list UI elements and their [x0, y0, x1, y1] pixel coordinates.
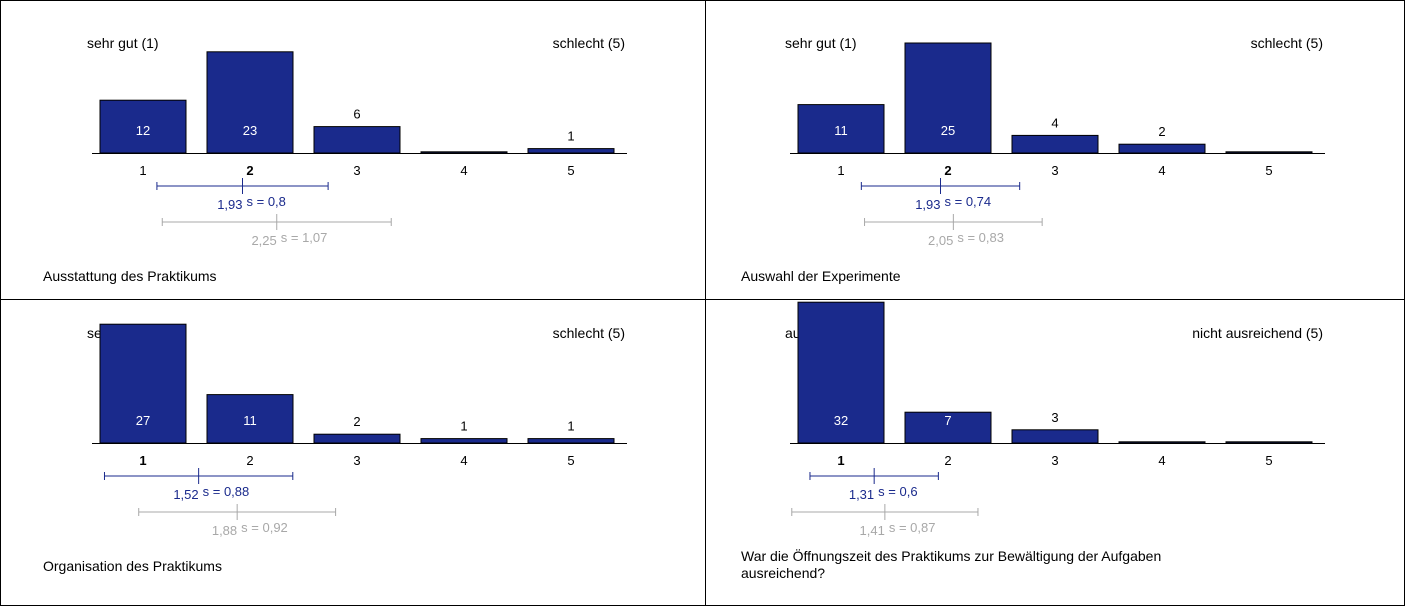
- bar-1: [797, 104, 885, 154]
- mean-sd-sd-label: s = 0,74: [945, 194, 992, 209]
- x-tick-label-1: 1: [837, 163, 844, 178]
- chart-title: Organisation des Praktikums: [43, 558, 222, 574]
- bar-4: [420, 151, 508, 154]
- bar-value-label-2: 25: [941, 123, 955, 138]
- mean-sd-sd-label: s = 0,8: [247, 194, 286, 209]
- ref-mean-sd-mean-label: 1,88: [212, 523, 237, 538]
- x-tick-label-4: 4: [1158, 163, 1165, 178]
- x-tick-label-1: 1: [139, 163, 146, 178]
- chart-title: Auswahl der Experimente: [741, 268, 901, 284]
- x-tick-label-4: 4: [1158, 453, 1165, 468]
- bar-value-label-1: 12: [136, 123, 150, 138]
- bar-3: [1011, 429, 1099, 444]
- chart-title-line: Auswahl der Experimente: [741, 268, 901, 284]
- bar-5: [1225, 441, 1313, 444]
- bar-value-label-3: 2: [353, 414, 360, 429]
- bar-5: [527, 148, 615, 154]
- bar-value-label-4: 1: [460, 419, 467, 434]
- x-tick-label-3: 3: [353, 453, 360, 468]
- bar-2: [904, 42, 992, 154]
- bar-value-label-2: 23: [243, 123, 257, 138]
- bar-value-label-2: 11: [243, 413, 257, 428]
- bar-4: [1118, 441, 1206, 444]
- ref-mean-sd-mean-label: 2,25: [251, 233, 276, 248]
- x-tick-label-3: 3: [353, 163, 360, 178]
- x-tick-label-2: 2: [246, 453, 253, 468]
- chart-title-line: ausreichend?: [741, 565, 825, 581]
- bar-value-label-2: 7: [944, 413, 951, 428]
- bar-1: [99, 323, 187, 444]
- bar-2: [206, 394, 294, 444]
- bar-3: [313, 433, 401, 444]
- x-tick-label-2: 2: [246, 163, 253, 178]
- bar-value-label-3: 4: [1051, 115, 1058, 130]
- ref-mean-sd-sd-label: s = 0,83: [957, 230, 1004, 245]
- mean-sd-mean-label: 1,93: [915, 197, 940, 212]
- bar-1: [99, 99, 187, 154]
- mean-sd-mean-label: 1,31: [849, 487, 874, 502]
- bar-5: [1225, 151, 1313, 154]
- ref-mean-sd-mean-label: 1,41: [860, 523, 885, 538]
- chart-title-line: Organisation des Praktikums: [43, 558, 222, 574]
- right-anchor-label: schlecht (5): [553, 325, 625, 341]
- bar-value-label-3: 6: [353, 107, 360, 122]
- bar-value-label-4: 2: [1158, 124, 1165, 139]
- chart-title-line: War die Öffnungszeit des Praktikums zur …: [741, 547, 1161, 564]
- bar-value-label-1: 27: [136, 413, 150, 428]
- bar-4: [1118, 143, 1206, 154]
- mean-sd-sd-label: s = 0,88: [203, 484, 250, 499]
- mean-sd-mean-label: 1,52: [173, 487, 198, 502]
- bar-4: [420, 438, 508, 444]
- x-tick-label-5: 5: [567, 453, 574, 468]
- x-tick-label-5: 5: [1265, 163, 1272, 178]
- x-tick-label-2: 2: [944, 163, 951, 178]
- bar-3: [1011, 134, 1099, 154]
- chart-title-line: Ausstattung des Praktikums: [43, 268, 217, 284]
- right-anchor-label: schlecht (5): [553, 35, 625, 51]
- x-tick-label-1: 1: [837, 453, 844, 468]
- bar-value-label-3: 3: [1051, 410, 1058, 425]
- bar-value-label-1: 11: [834, 123, 848, 138]
- bar-1: [797, 301, 885, 444]
- x-tick-label-5: 5: [1265, 453, 1272, 468]
- x-tick-label-2: 2: [944, 453, 951, 468]
- x-tick-label-3: 3: [1051, 163, 1058, 178]
- bar-2: [206, 51, 294, 154]
- right-anchor-label: schlecht (5): [1251, 35, 1323, 51]
- chart-panel-1: sehr gut (1) schlecht (5) 12 1 23 2 6 3 4 1 5 1,93 s…: [43, 35, 627, 284]
- x-tick-label-4: 4: [460, 163, 467, 178]
- bar-value-label-1: 32: [834, 413, 848, 428]
- chart-title: Ausstattung des Praktikums: [43, 268, 217, 284]
- bar-3: [313, 126, 401, 154]
- x-tick-label-3: 3: [1051, 453, 1058, 468]
- ref-mean-sd-sd-label: s = 0,92: [241, 520, 288, 535]
- mean-sd-mean-label: 1,93: [217, 197, 242, 212]
- mean-sd-sd-label: s = 0,6: [878, 484, 917, 499]
- x-tick-label-4: 4: [460, 453, 467, 468]
- bar-5: [527, 438, 615, 444]
- x-tick-label-1: 1: [139, 453, 146, 468]
- bar-value-label-5: 1: [567, 419, 574, 434]
- left-anchor-label: sehr gut (1): [785, 35, 857, 51]
- chart-panel-4: ausreichend (1)nicht ausreichend (5)3217…: [741, 301, 1325, 581]
- ref-mean-sd-sd-label: s = 0,87: [889, 520, 936, 535]
- right-anchor-label: nicht ausreichend (5): [1192, 325, 1323, 341]
- ref-mean-sd-mean-label: 2,05: [928, 233, 953, 248]
- chart-title: War die Öffnungszeit des Praktikums zur …: [741, 547, 1161, 581]
- x-tick-label-5: 5: [567, 163, 574, 178]
- ref-mean-sd-sd-label: s = 1,07: [281, 230, 328, 245]
- bar-value-label-5: 1: [567, 129, 574, 144]
- chart-panel-3: sehr gut (1)schlecht (5)2711122314151,52…: [43, 323, 627, 574]
- left-anchor-label: sehr gut (1): [87, 35, 159, 51]
